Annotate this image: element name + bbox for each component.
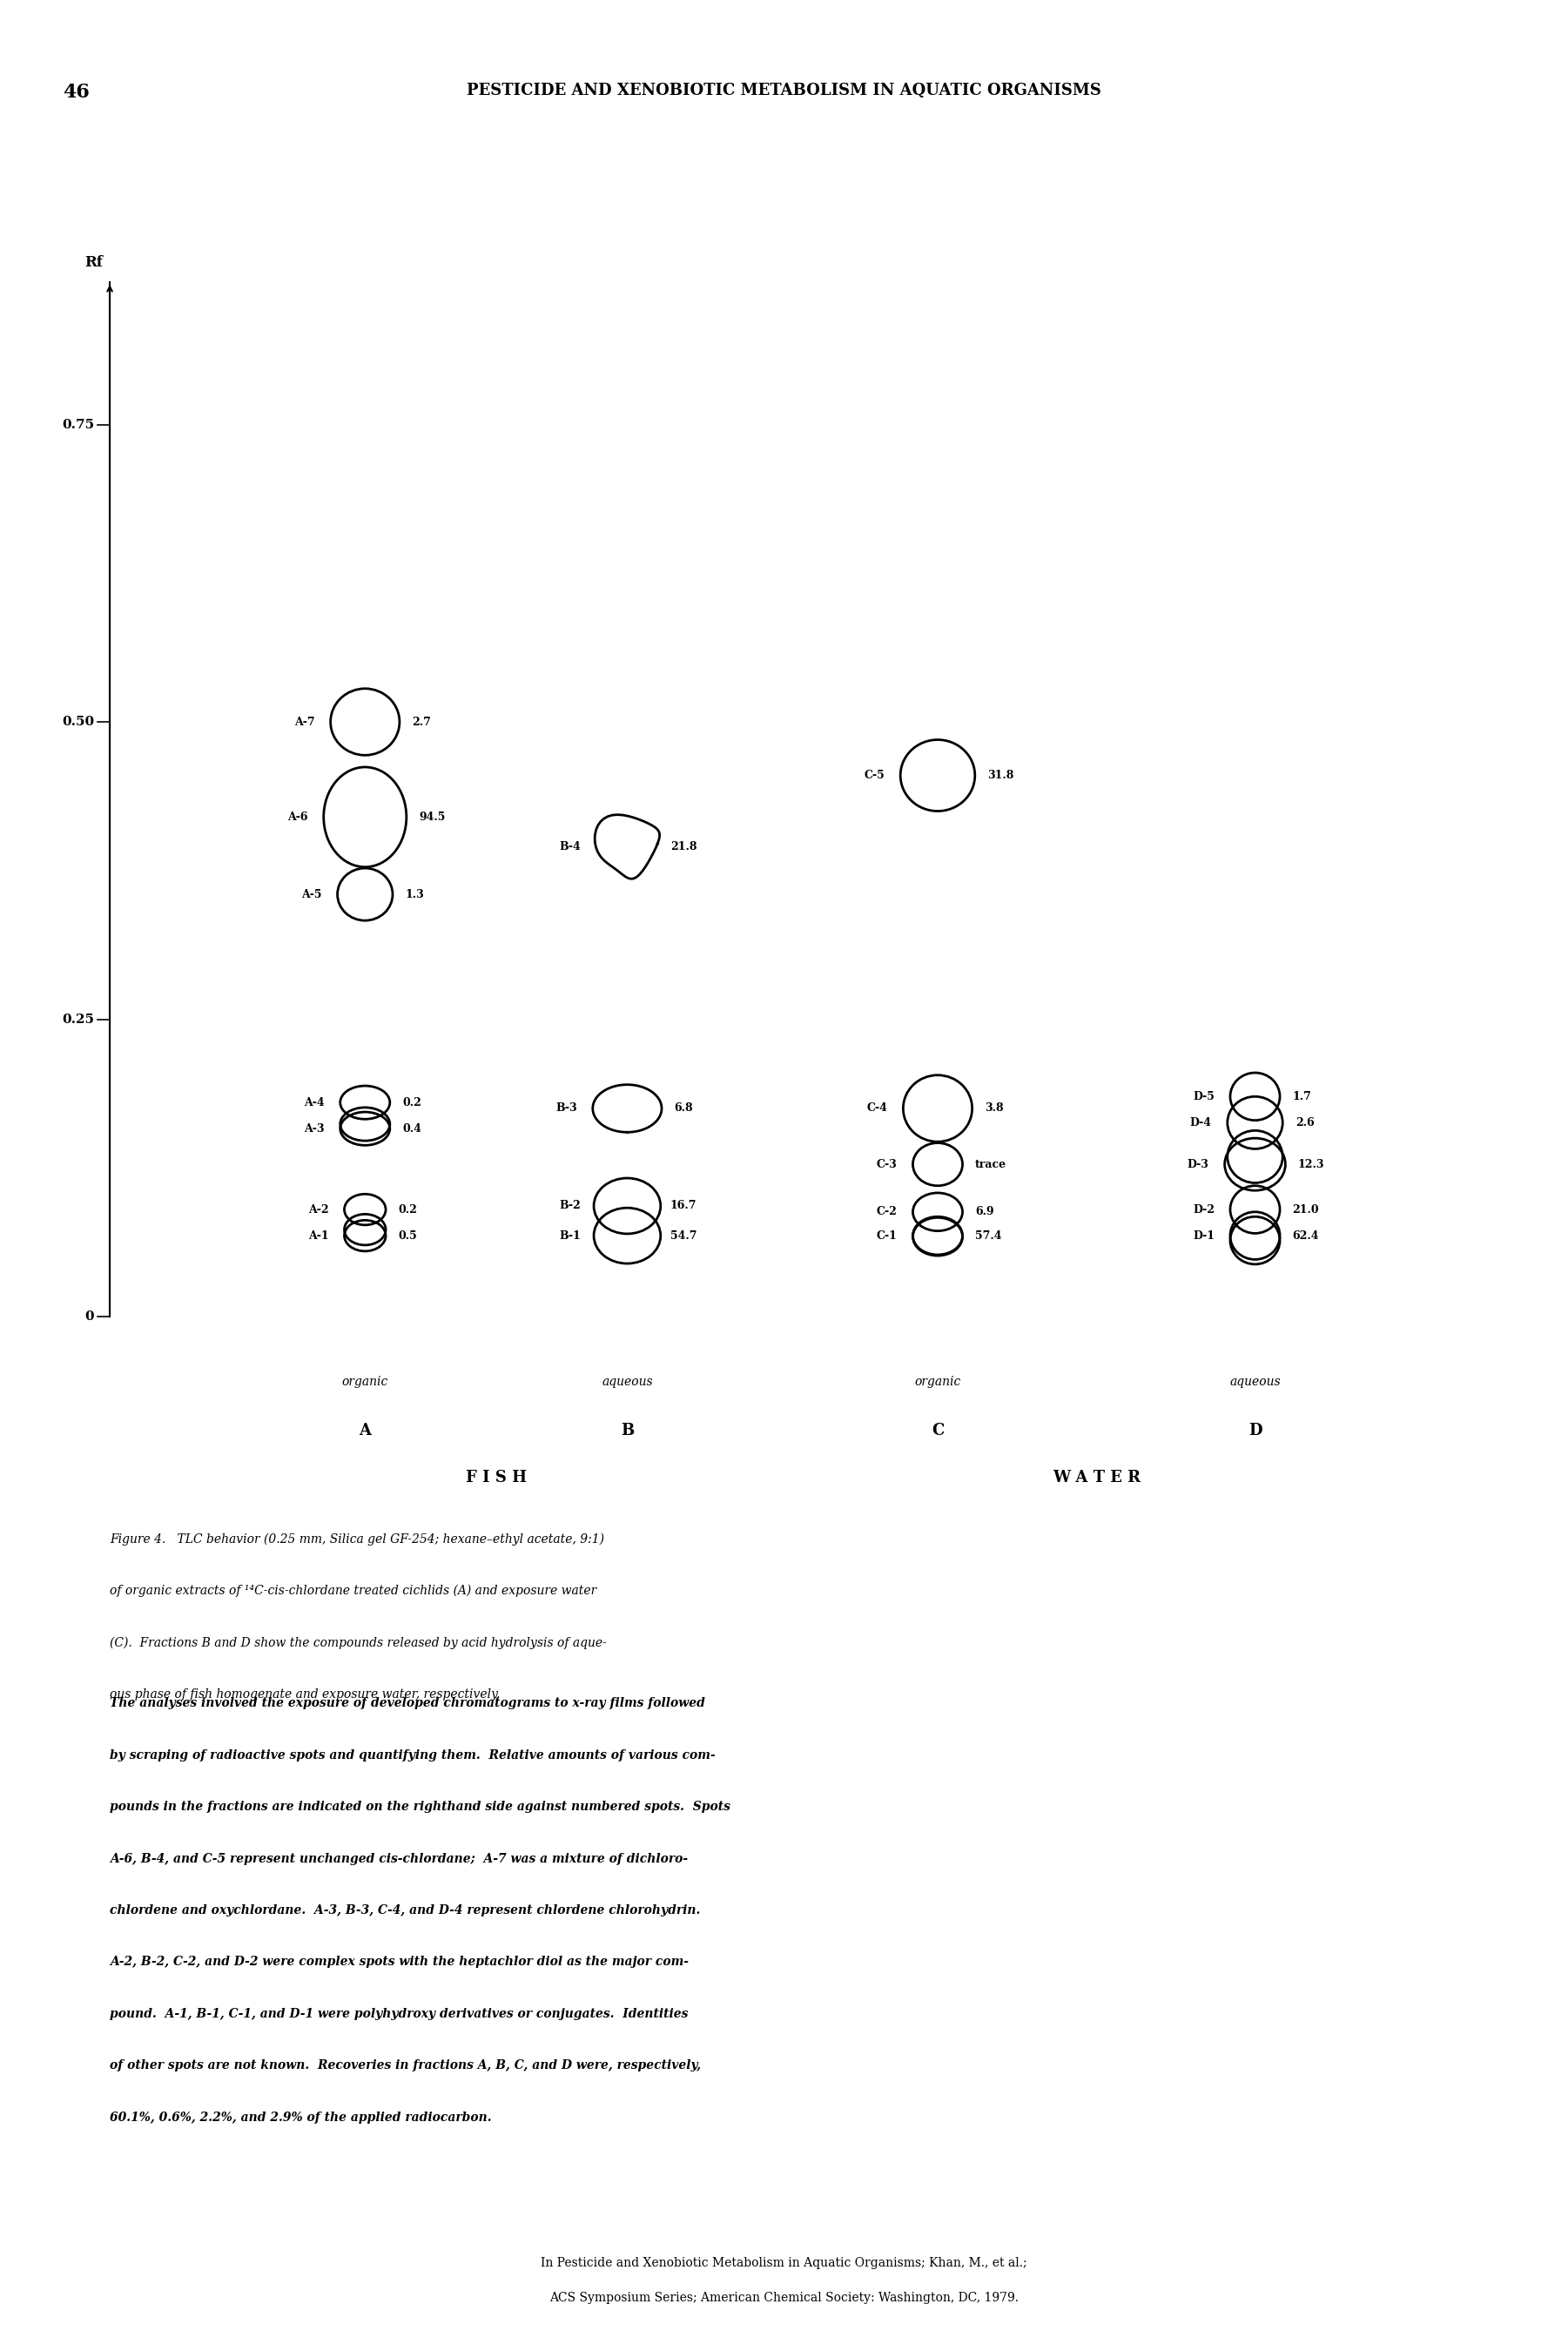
Text: 57.4: 57.4 xyxy=(975,1230,1002,1241)
Text: B-3: B-3 xyxy=(555,1103,577,1114)
Text: D: D xyxy=(1248,1422,1262,1439)
Text: ACS Symposium Series; American Chemical Society: Washington, DC, 1979.: ACS Symposium Series; American Chemical … xyxy=(549,2292,1019,2304)
Text: C-3: C-3 xyxy=(877,1159,897,1171)
Text: C-2: C-2 xyxy=(877,1206,897,1218)
Text: B: B xyxy=(621,1422,633,1439)
Text: D-4: D-4 xyxy=(1190,1117,1212,1128)
Text: 60.1%, 0.6%, 2.2%, and 2.9% of the applied radiocarbon.: 60.1%, 0.6%, 2.2%, and 2.9% of the appli… xyxy=(110,2111,492,2123)
Text: W A T E R: W A T E R xyxy=(1052,1469,1140,1486)
Text: of other spots are not known.  Recoveries in fractions A, B, C, and D were, resp: of other spots are not known. Recoveries… xyxy=(110,2059,701,2071)
Text: 6.9: 6.9 xyxy=(975,1206,994,1218)
Text: D-2: D-2 xyxy=(1193,1204,1215,1215)
Text: A-5: A-5 xyxy=(301,889,321,900)
Text: of organic extracts of ¹⁴C-cis-chlordane treated cichlids (A) and exposure water: of organic extracts of ¹⁴C-cis-chlordane… xyxy=(110,1585,597,1596)
Text: 12.3: 12.3 xyxy=(1298,1159,1325,1171)
Text: A-6: A-6 xyxy=(287,811,307,823)
Text: B-2: B-2 xyxy=(560,1201,582,1211)
Text: 0.25: 0.25 xyxy=(61,1013,94,1025)
Text: aqueous: aqueous xyxy=(1229,1375,1281,1387)
Text: organic: organic xyxy=(914,1375,961,1387)
Text: 1.3: 1.3 xyxy=(405,889,423,900)
Text: The analyses involved the exposure of developed chromatograms to x-ray films fol: The analyses involved the exposure of de… xyxy=(110,1697,706,1709)
Text: A: A xyxy=(359,1422,372,1439)
Text: A-3: A-3 xyxy=(304,1124,325,1133)
Text: B-4: B-4 xyxy=(560,842,582,853)
Text: A-2: A-2 xyxy=(307,1204,329,1215)
Text: 21.0: 21.0 xyxy=(1292,1204,1319,1215)
Text: D-1: D-1 xyxy=(1193,1230,1215,1241)
Text: 0.2: 0.2 xyxy=(403,1098,422,1107)
Text: 54.7: 54.7 xyxy=(670,1230,696,1241)
Text: by scraping of radioactive spots and quantifying them.  Relative amounts of vari: by scraping of radioactive spots and qua… xyxy=(110,1749,715,1761)
Text: 94.5: 94.5 xyxy=(419,811,445,823)
Text: 6.8: 6.8 xyxy=(674,1103,693,1114)
Text: C: C xyxy=(931,1422,944,1439)
Text: 0.50: 0.50 xyxy=(61,715,94,729)
Text: 0.2: 0.2 xyxy=(398,1204,417,1215)
Text: C-4: C-4 xyxy=(867,1103,887,1114)
Text: 21.8: 21.8 xyxy=(670,842,696,853)
Text: pounds in the fractions are indicated on the righthand side against numbered spo: pounds in the fractions are indicated on… xyxy=(110,1801,731,1813)
Text: F I S H: F I S H xyxy=(466,1469,527,1486)
Text: D-3: D-3 xyxy=(1187,1159,1209,1171)
Text: 46: 46 xyxy=(63,82,89,101)
Text: 0.5: 0.5 xyxy=(398,1230,417,1241)
Text: 2.6: 2.6 xyxy=(1295,1117,1314,1128)
Text: 0: 0 xyxy=(85,1310,94,1324)
Text: B-1: B-1 xyxy=(560,1230,582,1241)
Text: organic: organic xyxy=(342,1375,389,1387)
Text: PESTICIDE AND XENOBIOTIC METABOLISM IN AQUATIC ORGANISMS: PESTICIDE AND XENOBIOTIC METABOLISM IN A… xyxy=(467,82,1101,99)
Text: C-1: C-1 xyxy=(877,1230,897,1241)
Text: 16.7: 16.7 xyxy=(670,1201,696,1211)
Text: 0.75: 0.75 xyxy=(61,418,94,430)
Text: Figure 4.   TLC behavior (0.25 mm, Silica gel GF-254; hexane–ethyl acetate, 9:1): Figure 4. TLC behavior (0.25 mm, Silica … xyxy=(110,1533,604,1545)
Text: 2.7: 2.7 xyxy=(412,717,431,726)
Text: Rf: Rf xyxy=(85,256,103,270)
Text: 62.4: 62.4 xyxy=(1292,1230,1319,1241)
Text: aqueous: aqueous xyxy=(602,1375,652,1387)
Text: 31.8: 31.8 xyxy=(988,769,1014,781)
Text: In Pesticide and Xenobiotic Metabolism in Aquatic Organisms; Khan, M., et al.;: In Pesticide and Xenobiotic Metabolism i… xyxy=(541,2257,1027,2269)
Text: ous phase of fish homogenate and exposure water, respectively.: ous phase of fish homogenate and exposur… xyxy=(110,1688,500,1700)
Text: pound.  A-1, B-1, C-1, and D-1 were polyhydroxy derivatives or conjugates.  Iden: pound. A-1, B-1, C-1, and D-1 were polyh… xyxy=(110,2008,688,2020)
Text: chlordene and oxychlordane.  A-3, B-3, C-4, and D-4 represent chlordene chlorohy: chlordene and oxychlordane. A-3, B-3, C-… xyxy=(110,1904,701,1916)
Text: 0.4: 0.4 xyxy=(403,1124,422,1133)
Text: 3.8: 3.8 xyxy=(985,1103,1004,1114)
Text: (C).  Fractions B and D show the compounds released by acid hydrolysis of aque-: (C). Fractions B and D show the compound… xyxy=(110,1636,607,1648)
Text: A-2, B-2, C-2, and D-2 were complex spots with the heptachlor diol as the major : A-2, B-2, C-2, and D-2 were complex spot… xyxy=(110,1956,688,1968)
Text: A-7: A-7 xyxy=(295,717,315,726)
Text: A-1: A-1 xyxy=(307,1230,329,1241)
Text: 1.7: 1.7 xyxy=(1292,1091,1311,1103)
Text: A-6, B-4, and C-5 represent unchanged cis-chlordane;  A-7 was a mixture of dichl: A-6, B-4, and C-5 represent unchanged ci… xyxy=(110,1853,688,1864)
Text: trace: trace xyxy=(975,1159,1007,1171)
Text: C-5: C-5 xyxy=(864,769,884,781)
Text: D-5: D-5 xyxy=(1193,1091,1215,1103)
Text: A-4: A-4 xyxy=(304,1098,325,1107)
